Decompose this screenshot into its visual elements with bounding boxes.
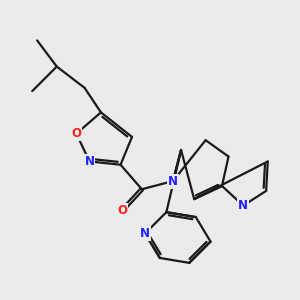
Text: O: O: [71, 127, 81, 140]
Text: O: O: [117, 204, 127, 217]
Text: N: N: [168, 175, 178, 188]
Text: N: N: [85, 155, 94, 168]
Text: N: N: [238, 199, 248, 212]
Text: N: N: [140, 227, 150, 240]
